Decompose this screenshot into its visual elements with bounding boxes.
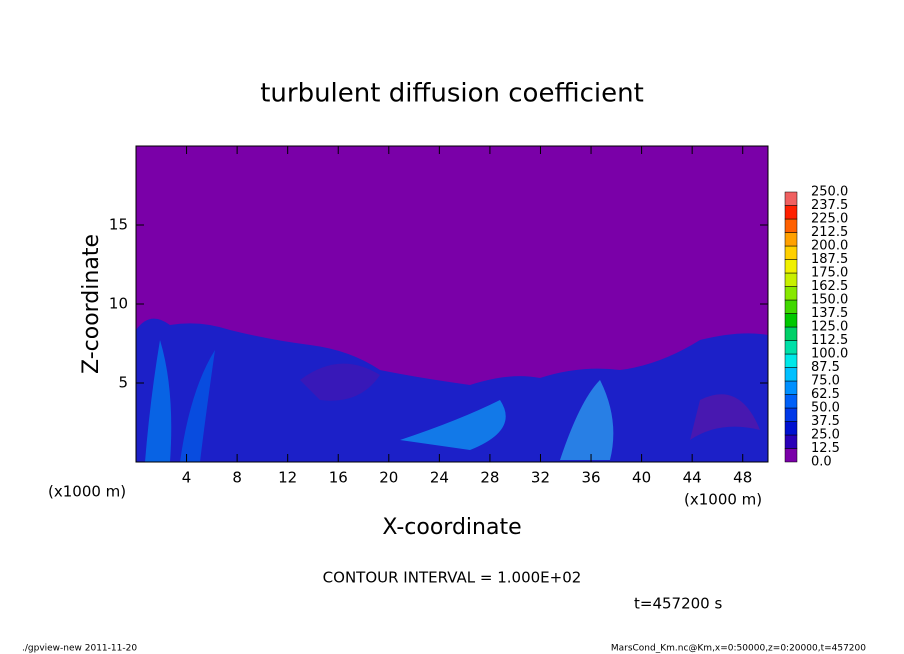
x-tick-label: 8 [232,469,242,487]
colorbar-label: 187.5 [811,252,848,267]
colorbar-label: 175.0 [811,266,848,281]
y-tick-label: 15 [109,216,128,234]
colorbar-box [784,232,798,247]
field-streak [180,350,215,462]
colorbar-box [784,448,798,463]
colorbar-box [784,272,798,287]
x-tick-label: 20 [379,469,398,487]
colorbar-label: 87.5 [811,360,840,375]
x-unit-label: (x1000 m) [48,483,126,501]
colorbar-label: 112.5 [811,333,848,348]
colorbar-box [784,353,798,368]
colorbar-label: 0.0 [811,455,832,470]
colorbar-label: 37.5 [811,414,840,429]
colorbar-label: 150.0 [811,293,848,308]
colorbar-box [784,205,798,220]
x-tick-label: 28 [480,469,499,487]
colorbar-box [784,421,798,436]
colorbar-box [784,245,798,260]
colorbar-label: 50.0 [811,401,840,416]
footer-left: ./gpview-new 2011-11-20 [22,644,137,654]
colorbar-label: 12.5 [811,441,840,456]
colorbar-box [784,259,798,274]
colorbar-box [784,367,798,382]
colorbar-label: 237.5 [811,198,848,213]
x-tick-label: 40 [632,469,651,487]
colorbar-box [784,286,798,301]
colorbar-box [784,407,798,422]
x-tick-label: 16 [329,469,348,487]
colorbar-label: 100.0 [811,347,848,362]
x-tick-label: 12 [278,469,297,487]
field-streak [560,380,614,460]
colorbar-label: 25.0 [811,428,840,443]
field [136,146,768,462]
field-swirl [690,394,760,440]
footer-right: MarsCond_Km.nc@Km,x=0:50000,z=0:20000,t=… [611,644,866,654]
colorbar-box [784,394,798,409]
colorbar-label: 200.0 [811,239,848,254]
colorbar-label: 137.5 [811,306,848,321]
x-tick-label: 36 [581,469,600,487]
colorbar-box [784,191,798,206]
x-tick-label: 4 [182,469,192,487]
colorbar-label: 125.0 [811,320,848,335]
x-tick-label: 32 [531,469,550,487]
colorbar-box [784,313,798,328]
colorbar-box [784,299,798,314]
colorbar-label: 225.0 [811,212,848,227]
colorbar-box [784,326,798,341]
y-axis-label: Z-coordinate [79,234,104,374]
colorbar-box [784,380,798,395]
colorbar-label: 62.5 [811,387,840,402]
colorbar-label: 212.5 [811,225,848,240]
colorbar-label: 75.0 [811,374,840,389]
y-tick-label: 10 [109,295,128,313]
x-tick-label: 44 [683,469,702,487]
colorbar-box [784,340,798,355]
colorbar-box [784,218,798,233]
field-streak [145,340,172,462]
colorbar-box [784,434,798,449]
field-streak [400,400,506,450]
x-axis-label: X-coordinate [382,515,521,540]
y-tick-label: 5 [118,374,128,392]
x-tick-label: 24 [430,469,449,487]
x-unit-label: (x1000 m) [684,491,762,509]
colorbar-label: 162.5 [811,279,848,294]
colorbar-label: 250.0 [811,185,848,200]
contour-interval: CONTOUR INTERVAL = 1.000E+02 [323,569,582,587]
time-label: t=457200 s [634,595,722,613]
x-tick-label: 48 [733,469,752,487]
field-swirl [300,363,380,401]
chart-title: turbulent diffusion coefficient [260,79,644,109]
